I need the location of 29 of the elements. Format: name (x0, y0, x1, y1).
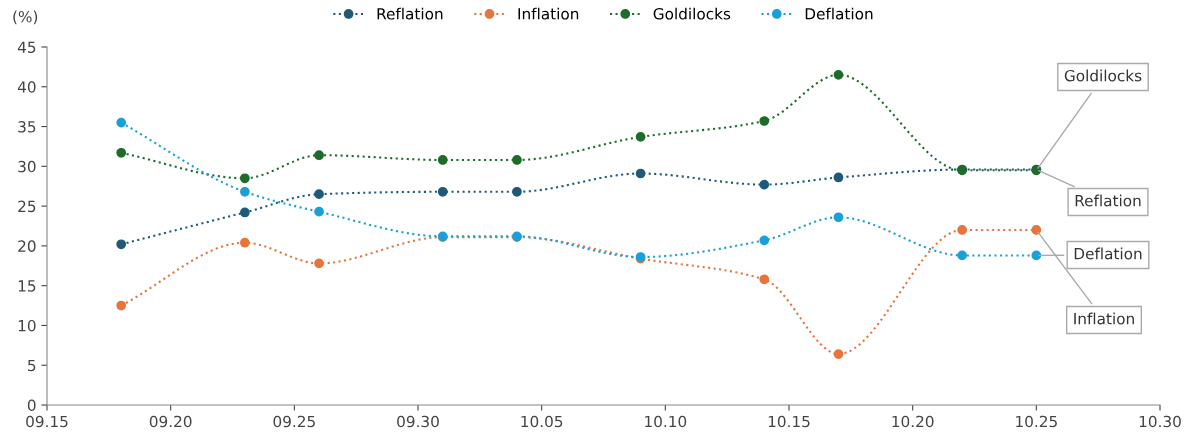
x-tick-label: 09.20 (149, 415, 192, 428)
annotation: Inflation (1074, 312, 1134, 325)
x-tick-label: 10.05 (521, 415, 563, 428)
legend-label: Deflation (805, 7, 873, 20)
y-tick-label: 10 (18, 319, 36, 332)
y-tick-label: 15 (18, 280, 36, 292)
x-tick-label: 10.25 (1016, 415, 1057, 428)
legend-label: Goldilocks (653, 7, 731, 20)
annotation: Goldilocks (1064, 69, 1142, 82)
y-tick-label: 30 (18, 160, 36, 173)
x-tick-label: 09.25 (273, 415, 315, 428)
y-tick-label: 0 (27, 399, 36, 412)
y-tick-label: 25 (18, 200, 36, 213)
y-tick-label: 40 (17, 81, 36, 93)
legend-label: Inflation (518, 7, 579, 20)
x-tick-label: 10.20 (892, 415, 934, 428)
y-tick-label: 5 (28, 359, 36, 372)
x-tick-label: 10.15 (768, 415, 810, 428)
y-axis-title: (%) (13, 10, 38, 25)
legend-label: Reflation (377, 7, 443, 20)
x-tick-label: 09.30 (397, 415, 439, 428)
y-tick-label: 45 (17, 41, 36, 54)
x-tick-label: 09.15 (26, 415, 68, 428)
x-tick-label: 10.10 (645, 415, 687, 428)
x-tick-label: 10.30 (1139, 415, 1181, 428)
annotation: Deflation (1074, 247, 1142, 260)
y-tick-label: 35 (18, 121, 36, 133)
annotation: Reflation (1075, 194, 1141, 207)
y-tick-label: 20 (18, 240, 36, 252)
